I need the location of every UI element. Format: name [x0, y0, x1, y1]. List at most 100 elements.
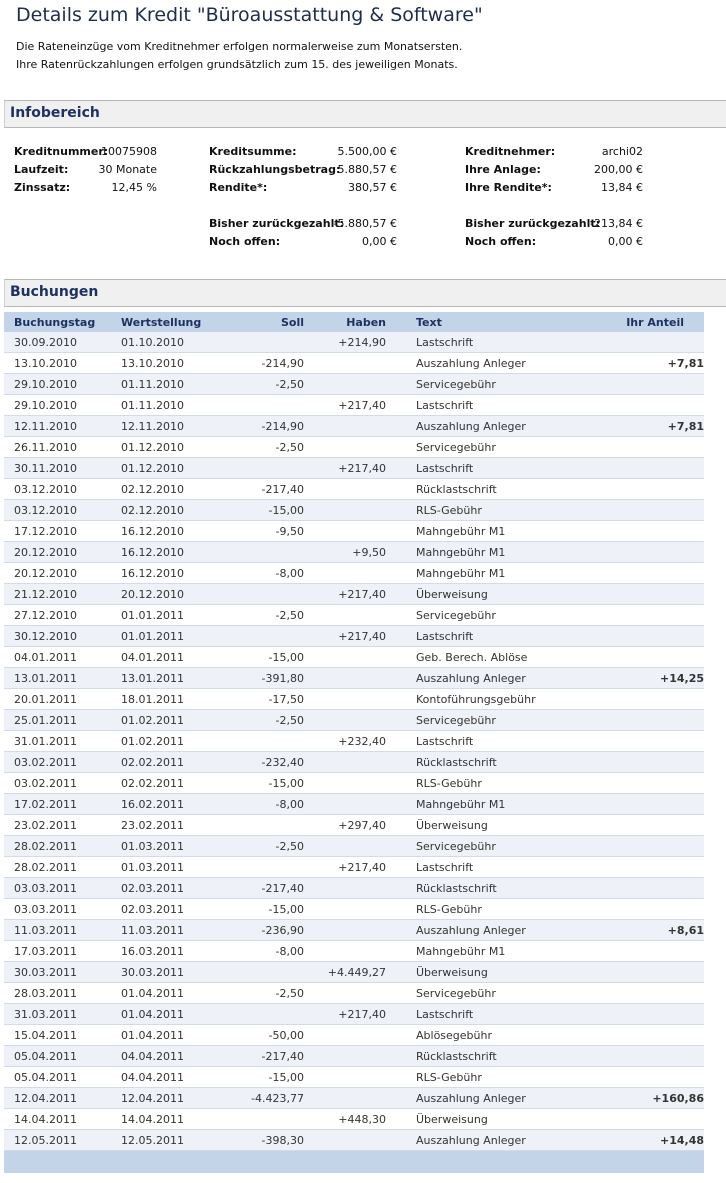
column-header-buchungstag[interactable]: Buchungstag — [4, 312, 111, 332]
cell-buchungstag: 12.11.2010 — [4, 415, 111, 437]
cell-wertstellung: 01.11.2010 — [111, 394, 206, 416]
cell-haben — [304, 835, 386, 857]
cell-text: Überweisung — [386, 814, 574, 836]
cell-soll: -9,50 — [206, 520, 304, 542]
cell-ihr-anteil — [574, 604, 704, 626]
cell-soll: -15,00 — [206, 646, 304, 668]
cell-ihr-anteil — [574, 394, 704, 416]
cell-ihr-anteil — [574, 940, 704, 962]
cell-ihr-anteil — [574, 1066, 704, 1088]
cell-soll — [206, 332, 304, 353]
cell-soll — [206, 730, 304, 752]
cell-wertstellung: 13.01.2011 — [111, 667, 206, 689]
cell-wertstellung: 16.03.2011 — [111, 940, 206, 962]
cell-buchungstag: 30.11.2010 — [4, 457, 111, 479]
value-laufzeit: 30 Monate — [98, 163, 157, 176]
table-row: 23.02.2011 23.02.2011 +297,40 Überweisung — [4, 814, 704, 836]
cell-text: Ablösegebühr — [386, 1024, 574, 1046]
table-row: 26.11.2010 01.12.2010 -2,50 Servicegebühr — [4, 436, 704, 458]
table-row: 25.01.2011 01.02.2011 -2,50 Servicegebühr — [4, 709, 704, 731]
column-header-text[interactable]: Text — [386, 312, 574, 332]
label-ihre-anlage: Ihre Anlage: — [465, 163, 541, 176]
cell-haben: +217,40 — [304, 457, 386, 479]
cell-buchungstag: 03.02.2011 — [4, 772, 111, 794]
table-row: 17.12.2010 16.12.2010 -9,50 Mahngebühr M1 — [4, 520, 704, 542]
cell-text: Servicegebühr — [386, 436, 574, 458]
column-header-haben[interactable]: Haben — [304, 312, 386, 332]
cell-soll: -8,00 — [206, 562, 304, 584]
cell-text: Rücklastschrift — [386, 1045, 574, 1067]
cell-text: Auszahlung Anleger — [386, 667, 574, 689]
cell-text: Geb. Berech. Ablöse — [386, 646, 574, 668]
cell-buchungstag: 30.03.2011 — [4, 961, 111, 983]
cell-wertstellung: 04.04.2011 — [111, 1045, 206, 1067]
cell-wertstellung: 01.02.2011 — [111, 730, 206, 752]
cell-soll — [206, 625, 304, 647]
cell-ihr-anteil: +7,81 — [574, 415, 704, 437]
intro-line: Ihre Ratenrückzahlungen erfolgen grundsä… — [16, 58, 458, 71]
cell-ihr-anteil — [574, 1045, 704, 1067]
table-row: 14.04.2011 14.04.2011 +448,30 Überweisung — [4, 1108, 704, 1130]
label-noch-offen-anteil: Noch offen: — [465, 235, 537, 248]
value-ihre-anlage: 200,00 € — [594, 163, 643, 176]
table-row: 20.01.2011 18.01.2011 -17,50 Kontoführungsg… — [4, 688, 704, 710]
cell-ihr-anteil — [574, 646, 704, 668]
cell-buchungstag: 20.12.2010 — [4, 562, 111, 584]
cell-text: Auszahlung Anleger — [386, 415, 574, 437]
cell-haben — [304, 436, 386, 458]
table-row: 03.02.2011 02.02.2011 -232,40 Rücklastschri… — [4, 751, 704, 773]
cell-ihr-anteil: +14,48 — [574, 1129, 704, 1151]
cell-wertstellung: 01.11.2010 — [111, 373, 206, 395]
cell-text: Servicegebühr — [386, 982, 574, 1004]
table-row: 28.02.2011 01.03.2011 +217,40 Lastschrift — [4, 856, 704, 878]
cell-buchungstag: 25.01.2011 — [4, 709, 111, 731]
cell-soll: -8,00 — [206, 793, 304, 815]
cell-text: RLS-Gebühr — [386, 1066, 574, 1088]
value-bisher-zurueckgezahlt: -5.880,57 € — [333, 217, 397, 230]
cell-buchungstag: 04.01.2011 — [4, 646, 111, 668]
cell-soll: -217,40 — [206, 1045, 304, 1067]
cell-soll: -15,00 — [206, 499, 304, 521]
cell-text: Lastschrift — [386, 730, 574, 752]
label-bisher-zurueckgezahlt-anteil: Bisher zurückgezahlt: — [465, 217, 600, 230]
cell-soll — [206, 541, 304, 563]
table-row: 29.10.2010 01.11.2010 -2,50 Servicegebühr — [4, 373, 704, 395]
column-header-ihr-anteil[interactable]: Ihr Anteil — [574, 312, 704, 332]
table-row: 15.04.2011 01.04.2011 -50,00 Ablösegebühr — [4, 1024, 704, 1046]
table-row: 20.12.2010 16.12.2010 +9,50 Mahngebühr M1 — [4, 541, 704, 563]
cell-haben: +217,40 — [304, 625, 386, 647]
cell-text: Servicegebühr — [386, 604, 574, 626]
cell-buchungstag: 26.11.2010 — [4, 436, 111, 458]
cell-haben — [304, 1024, 386, 1046]
cell-ihr-anteil — [574, 562, 704, 584]
table-row: 30.09.2010 01.10.2010 +214,90 Lastschrift — [4, 332, 704, 353]
table-row: 31.01.2011 01.02.2011 +232,40 Lastschrift — [4, 730, 704, 752]
cell-ihr-anteil — [574, 373, 704, 395]
column-header-ihr-anteil-label: Ihr Anteil — [626, 315, 684, 329]
cell-ihr-anteil: +8,61 — [574, 919, 704, 941]
cell-buchungstag: 03.02.2011 — [4, 751, 111, 773]
value-noch-offen-anteil: 0,00 € — [608, 235, 643, 248]
cell-wertstellung: 12.04.2011 — [111, 1087, 206, 1109]
column-header-soll[interactable]: Soll — [206, 312, 304, 332]
table-header-row: Buchungstag Wertstellung Soll Haben Text… — [4, 312, 704, 332]
cell-haben — [304, 1129, 386, 1151]
table-row: 03.02.2011 02.02.2011 -15,00 RLS-Gebühr — [4, 772, 704, 794]
cell-buchungstag: 15.04.2011 — [4, 1024, 111, 1046]
cell-buchungstag: 14.04.2011 — [4, 1108, 111, 1130]
cell-ihr-anteil: +160,86 — [574, 1087, 704, 1109]
cell-buchungstag: 05.04.2011 — [4, 1066, 111, 1088]
table-row: 03.03.2011 02.03.2011 -15,00 RLS-Gebühr — [4, 898, 704, 920]
info-section-header: Infobereich — [4, 100, 726, 128]
table-row: 31.03.2011 01.04.2011 +217,40 Lastschrift — [4, 1003, 704, 1025]
column-header-wertstellung[interactable]: Wertstellung — [111, 312, 206, 332]
label-laufzeit: Laufzeit: — [14, 163, 69, 176]
cell-wertstellung: 02.12.2010 — [111, 478, 206, 500]
cell-buchungstag: 29.10.2010 — [4, 394, 111, 416]
cell-soll: -17,50 — [206, 688, 304, 710]
cell-haben — [304, 751, 386, 773]
cell-wertstellung: 14.04.2011 — [111, 1108, 206, 1130]
cell-buchungstag: 13.10.2010 — [4, 352, 111, 374]
cell-wertstellung: 04.01.2011 — [111, 646, 206, 668]
cell-haben: +4.449,27 — [304, 961, 386, 983]
